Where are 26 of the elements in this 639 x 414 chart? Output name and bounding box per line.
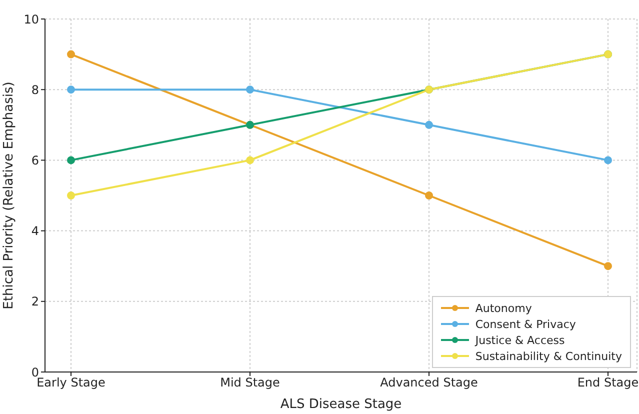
point	[604, 262, 612, 270]
point	[67, 192, 75, 200]
legend-label: Sustainability & Continuity	[474, 348, 622, 364]
point	[425, 192, 433, 200]
x-tick-label: End Stage	[577, 376, 639, 390]
x-axis-title: ALS Disease Stage	[280, 397, 402, 412]
point	[604, 156, 612, 164]
y-tick-label: 6	[31, 153, 39, 168]
x-tick-label: Advanced Stage	[380, 376, 478, 390]
y-tick-label: 0	[31, 365, 39, 380]
x-tick-label: Early Stage	[36, 376, 106, 390]
point	[246, 86, 254, 94]
legend-label: Justice & Access	[474, 332, 566, 348]
y-tick-label: 10	[24, 12, 39, 26]
legend-label: Autonomy	[474, 300, 533, 316]
legend-label: Consent & Privacy	[474, 316, 577, 332]
y-tick-label: 8	[31, 82, 39, 97]
point	[246, 156, 254, 164]
y-tick-label: 2	[31, 294, 39, 309]
point	[425, 120, 433, 129]
x-tick-label: Mid Stage	[220, 376, 280, 390]
point	[67, 50, 75, 58]
point	[67, 86, 75, 94]
point	[67, 156, 75, 164]
y-tick-label: 4	[31, 224, 39, 238]
y-axis-title: Ethical Priority (Relative Emphasis)	[2, 82, 17, 310]
